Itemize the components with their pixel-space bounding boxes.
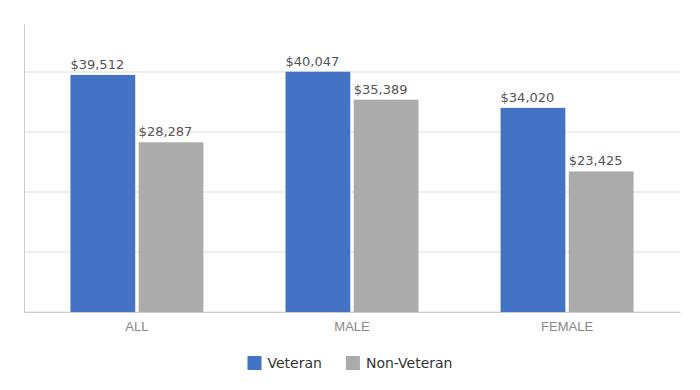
legend-swatch — [346, 356, 360, 370]
legend-item: Veteran — [248, 355, 322, 371]
bar — [70, 75, 135, 312]
plot: $39,512 $40,047 $34,020 $28,287 $35,389 $23,4… — [24, 25, 681, 335]
x-axis: ALL MALE FEMALE — [25, 313, 681, 335]
bar — [286, 72, 351, 312]
data-label: $40,047 — [286, 54, 340, 69]
data-label: $28,287 — [139, 124, 193, 139]
data-labels: $39,512 $40,047 $34,020 $28,287 $35,389 $23,4… — [70, 54, 622, 169]
bars — [70, 72, 633, 312]
legend-label: Non-Veteran — [366, 355, 453, 371]
legend-label: Veteran — [268, 355, 322, 371]
grid — [24, 72, 680, 312]
bar — [354, 100, 419, 312]
data-label: $35,389 — [354, 82, 408, 97]
x-tick: MALE — [334, 319, 370, 334]
x-tick-label: MALE — [334, 319, 370, 334]
x-axis-line — [25, 312, 681, 313]
y-axis-line — [24, 25, 25, 313]
bar — [501, 108, 566, 312]
x-tick: ALL — [125, 319, 148, 334]
chart: $39,512 $40,047 $34,020 $28,287 $35,389 $23,4… — [0, 0, 700, 390]
legend: Veteran Non-Veteran — [248, 355, 453, 371]
legend-swatch — [248, 356, 262, 370]
x-tick-label: ALL — [125, 319, 148, 334]
x-tick-label: FEMALE — [541, 319, 593, 334]
data-label: $23,425 — [569, 153, 623, 168]
data-label: $34,020 — [501, 90, 555, 105]
legend-item: Non-Veteran — [346, 355, 453, 371]
y-axis — [24, 25, 25, 313]
data-label: $39,512 — [70, 57, 124, 72]
bar — [139, 142, 204, 312]
bar — [569, 171, 634, 312]
x-tick: FEMALE — [541, 319, 593, 334]
